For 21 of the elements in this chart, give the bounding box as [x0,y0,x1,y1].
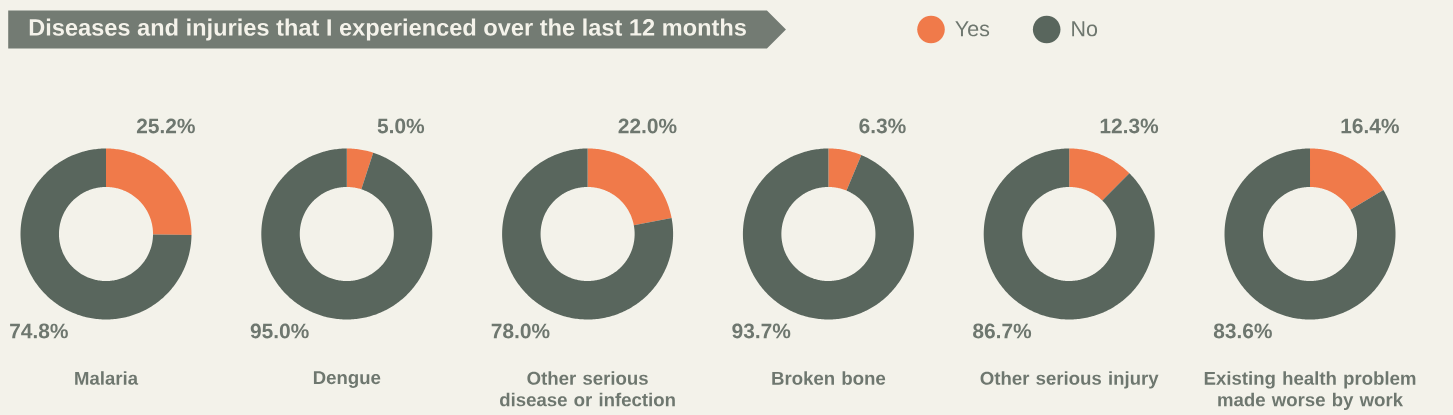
data-label: 12.3% [1100,118,1159,134]
data-label: 83.6% [1213,323,1272,339]
data-label: 5.0% [377,118,425,134]
data-label: 25.2% [136,118,195,134]
data-label: 93.7% [732,323,791,339]
data-label: 22.0% [618,118,677,134]
data-label: 6.3% [859,118,906,134]
data-label: 86.7% [973,323,1032,339]
text: Diseases and injuries that I experienced over the last 12 months [29,18,746,41]
legend-label: No [1072,21,1098,37]
text: Malaria [75,371,139,385]
data-label: 16.4% [1341,118,1399,134]
legend-label: Yes [955,21,990,37]
data-label: 95.0% [250,323,309,339]
data-label: 74.8% [10,323,68,339]
data-label: 78.0% [491,323,550,339]
text: Existing health problem made worse by work [1204,371,1416,411]
text: Dengue [313,371,381,388]
text: Broken bone [772,371,886,385]
text: Other serious disease or infection [500,371,675,407]
text: Other serious injury [980,371,1159,389]
